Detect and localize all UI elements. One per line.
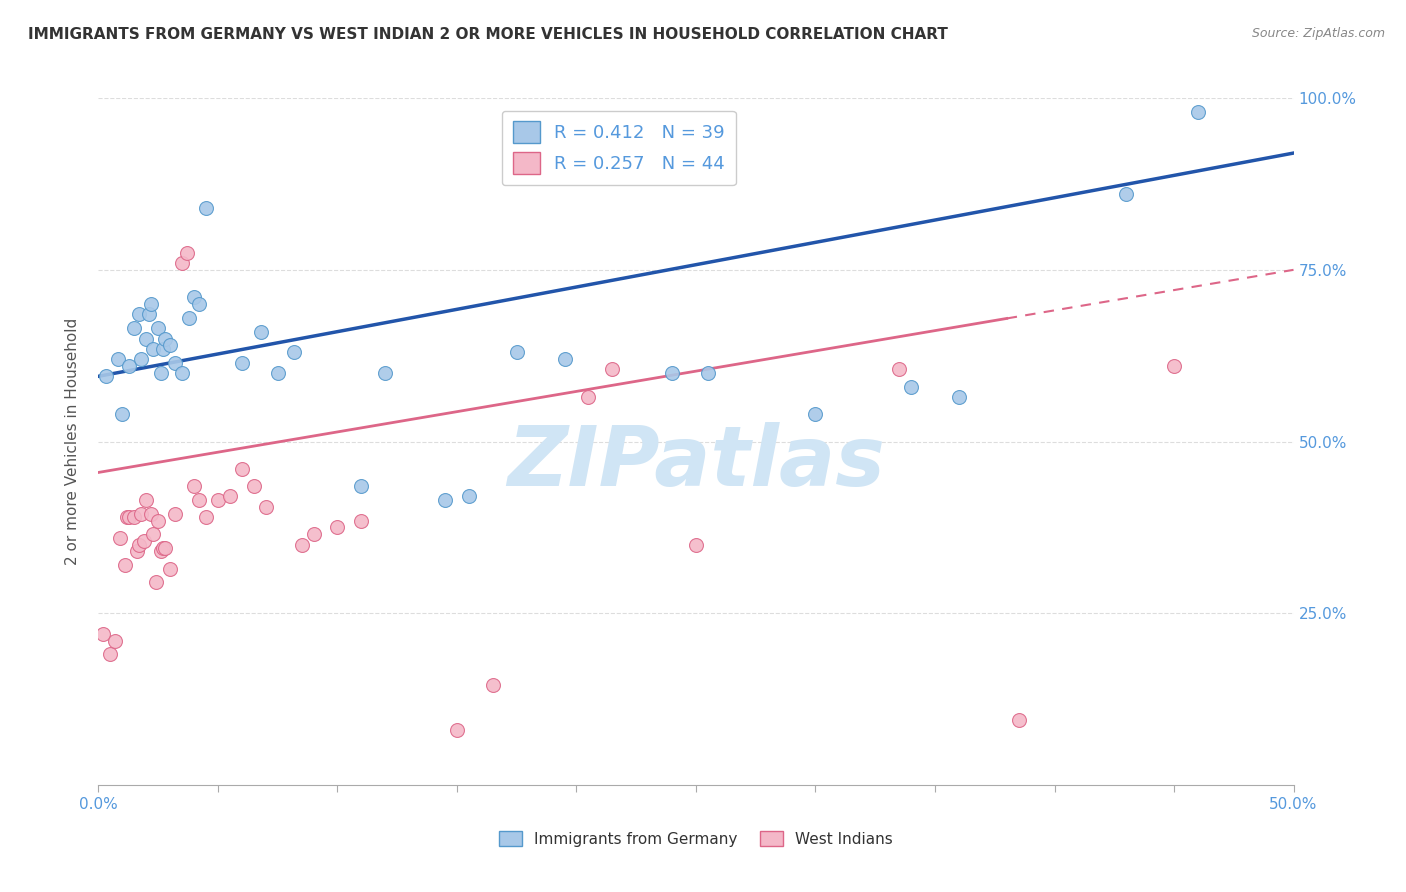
Point <box>131 352 153 367</box>
Point <box>350 514 373 528</box>
Point <box>128 537 150 551</box>
Point <box>139 297 162 311</box>
Point <box>1187 104 1209 119</box>
Point <box>149 544 172 558</box>
Point <box>107 352 129 367</box>
Point <box>350 479 373 493</box>
Point <box>458 490 481 504</box>
Point <box>132 534 155 549</box>
Point <box>125 544 148 558</box>
Point <box>124 321 146 335</box>
Y-axis label: 2 or more Vehicles in Household: 2 or more Vehicles in Household <box>65 318 80 566</box>
Point <box>163 355 186 369</box>
Point <box>889 362 911 376</box>
Point <box>152 541 174 555</box>
Point <box>179 310 201 325</box>
Point <box>152 342 174 356</box>
Text: Source: ZipAtlas.com: Source: ZipAtlas.com <box>1251 27 1385 40</box>
Point <box>219 490 242 504</box>
Point <box>118 510 141 524</box>
Point <box>145 575 167 590</box>
Point <box>124 510 146 524</box>
Point <box>231 355 253 369</box>
Point <box>183 479 205 493</box>
Point <box>291 537 314 551</box>
Point <box>283 345 305 359</box>
Point <box>91 627 114 641</box>
Point <box>115 510 138 524</box>
Point <box>142 527 165 541</box>
Point <box>697 366 720 380</box>
Point <box>804 407 827 421</box>
Point <box>1115 187 1137 202</box>
Legend: Immigrants from Germany, West Indians: Immigrants from Germany, West Indians <box>492 825 900 853</box>
Point <box>187 297 209 311</box>
Point <box>661 366 683 380</box>
Point <box>163 507 186 521</box>
Point <box>139 507 162 521</box>
Point <box>135 492 157 507</box>
Text: IMMIGRANTS FROM GERMANY VS WEST INDIAN 2 OR MORE VEHICLES IN HOUSEHOLD CORRELATI: IMMIGRANTS FROM GERMANY VS WEST INDIAN 2… <box>28 27 948 42</box>
Point <box>98 648 122 662</box>
Point <box>183 290 205 304</box>
Point <box>254 500 277 514</box>
Point <box>176 245 198 260</box>
Point <box>108 531 131 545</box>
Point <box>1163 359 1185 373</box>
Point <box>128 308 150 322</box>
Point <box>434 492 457 507</box>
Point <box>172 366 194 380</box>
Point <box>187 492 209 507</box>
Point <box>135 332 157 346</box>
Point <box>195 510 218 524</box>
Point <box>602 362 624 376</box>
Point <box>131 507 153 521</box>
Point <box>578 390 600 404</box>
Point <box>207 492 229 507</box>
Point <box>148 321 170 335</box>
Point <box>326 520 349 534</box>
Point <box>267 366 290 380</box>
Point <box>149 366 172 380</box>
Point <box>231 462 253 476</box>
Point <box>155 541 177 555</box>
Point <box>481 678 505 692</box>
Point <box>554 352 576 367</box>
Point <box>159 338 181 352</box>
Point <box>243 479 266 493</box>
Point <box>506 345 529 359</box>
Point <box>114 558 136 573</box>
Point <box>172 256 194 270</box>
Point <box>148 514 170 528</box>
Point <box>685 537 707 551</box>
Point <box>155 332 177 346</box>
Point <box>302 527 325 541</box>
Point <box>142 342 165 356</box>
Point <box>1008 713 1031 727</box>
Point <box>446 723 468 737</box>
Point <box>900 379 922 393</box>
Text: ZIPatlas: ZIPatlas <box>508 422 884 503</box>
Point <box>118 359 141 373</box>
Point <box>104 633 127 648</box>
Point <box>138 308 160 322</box>
Point <box>111 407 134 421</box>
Point <box>250 325 273 339</box>
Point <box>948 390 970 404</box>
Point <box>374 366 396 380</box>
Point <box>195 201 218 215</box>
Point <box>159 561 181 575</box>
Point <box>94 369 117 384</box>
